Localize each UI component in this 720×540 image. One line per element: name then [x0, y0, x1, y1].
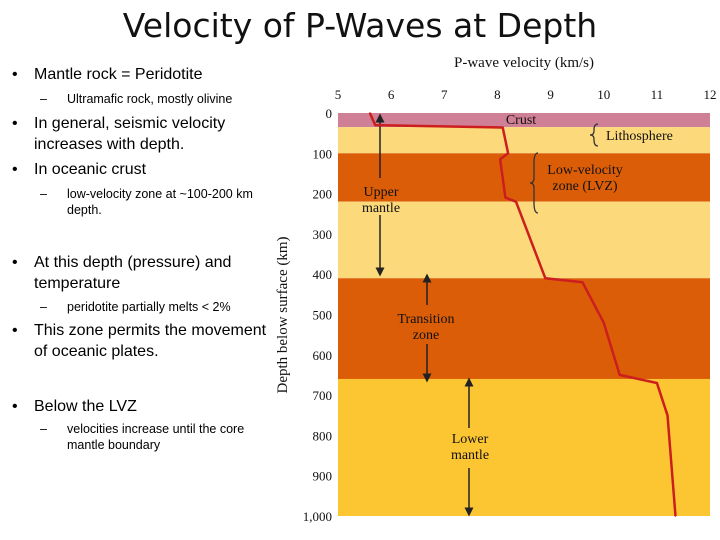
- depth-band-1: [338, 127, 710, 154]
- y-tick-label: 300: [313, 227, 333, 242]
- zone-arrows: [375, 113, 474, 517]
- lithosphere-label: Lithosphere: [606, 129, 673, 144]
- y-tick-label: 700: [313, 388, 333, 403]
- velocity-point: [656, 382, 658, 384]
- velocity-point: [504, 196, 507, 199]
- velocity-point: [618, 374, 621, 376]
- velocity-point: [374, 124, 377, 126]
- depth-band-0: [338, 113, 710, 128]
- transition-label: Transition: [397, 312, 454, 327]
- y-tick-label: 500: [313, 308, 333, 323]
- velocity-point: [674, 515, 677, 517]
- x-axis-label: P-wave velocity (km/s): [454, 55, 594, 71]
- lvz-label: Low-velocity: [547, 163, 622, 178]
- x-tick-label: 9: [547, 87, 554, 102]
- sub-bullet-item: Ultramafic rock, mostly olivine: [12, 91, 272, 107]
- depth-band-2: [338, 153, 710, 202]
- bullet-item: In general, seismic velocity increases w…: [12, 113, 279, 155]
- x-tick-label: 12: [704, 87, 717, 102]
- x-tick-label: 11: [651, 87, 664, 102]
- velocity-line: [368, 112, 677, 517]
- x-tick-label: 10: [597, 87, 610, 102]
- transition-label: zone: [413, 328, 439, 343]
- y-tick-label: 100: [313, 146, 333, 161]
- depth-band-5: [338, 378, 710, 516]
- y-tick-label: 800: [313, 428, 333, 443]
- velocity-point: [544, 277, 547, 280]
- y-tick-label: 1,000: [303, 509, 332, 524]
- lvz-label: zone (LVZ): [552, 179, 618, 194]
- lithosphere-bracket: [589, 123, 599, 147]
- velocity-point: [369, 112, 371, 114]
- y-tick-label: 600: [313, 348, 333, 363]
- velocity-point: [507, 152, 509, 155]
- y-tick-label: 900: [313, 469, 333, 484]
- lvz-bracket: [529, 152, 539, 214]
- x-tick-label: 8: [494, 87, 501, 102]
- lower-mantle-label: Lower: [452, 432, 489, 447]
- bullet-item: Mantle rock = Peridotite: [12, 64, 279, 85]
- velocity-point: [581, 281, 584, 284]
- bullet-item: This zone permits the movement of oceani…: [12, 320, 279, 362]
- x-tick-label: 5: [335, 87, 342, 102]
- y-axis-label: Depth below surface (km): [275, 236, 291, 393]
- y-tick-label: 0: [326, 106, 333, 121]
- upper-mantle-label: Upper: [364, 185, 399, 200]
- velocity-point: [666, 414, 669, 417]
- sub-bullet-item: velocities increase until the core mantl…: [12, 421, 272, 453]
- depth-band-4: [338, 278, 710, 379]
- bullet-item: In oceanic crust: [12, 159, 279, 180]
- crust-label: Crust: [506, 113, 536, 128]
- x-tick-label: 6: [388, 87, 395, 102]
- lower-mantle-label: mantle: [451, 448, 489, 463]
- y-tick-label: 400: [313, 267, 333, 282]
- y-tick-label: 200: [313, 187, 333, 202]
- velocity-point: [501, 126, 504, 129]
- bullet-item: At this depth (pressure) and temperature: [12, 252, 279, 294]
- page-title: Velocity of P-Waves at Depth: [122, 6, 598, 45]
- velocity-point: [499, 158, 501, 161]
- upper-mantle-label: mantle: [362, 201, 400, 216]
- x-tick-label: 7: [441, 87, 448, 102]
- depth-band-3: [338, 201, 710, 279]
- bullet-item: Below the LVZ: [12, 396, 279, 417]
- sub-bullet-item: low-velocity zone at ~100-200 km depth.: [12, 186, 272, 218]
- sub-bullet-item: peridotite partially melts < 2%: [12, 299, 272, 315]
- velocity-point: [515, 200, 517, 203]
- velocity-point: [602, 321, 605, 324]
